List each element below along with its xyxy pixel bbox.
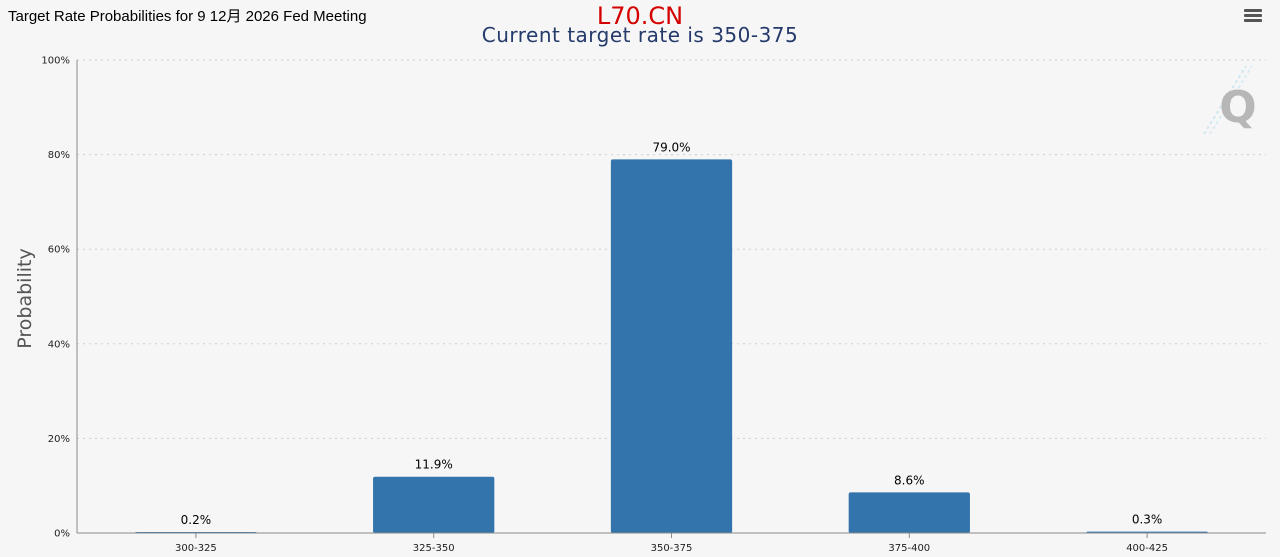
x-tick-label: 300-325 [175,543,217,554]
menu-line [1244,14,1262,17]
y-tick-label: 0% [54,529,70,540]
watermark-text: L70.CN [596,2,684,30]
data-label: 8.6% [894,473,925,487]
data-label: 11.9% [415,458,453,472]
x-tick-label: 375-400 [888,543,930,554]
y-tick-label: 40% [48,339,70,350]
menu-line [1244,19,1262,22]
y-tick-label: 20% [48,434,70,445]
y-axis-label: Probability [14,248,36,348]
bar-350-375[interactable] [610,159,733,533]
menu-line [1244,9,1262,12]
data-label: 0.2% [181,513,212,527]
data-label: 0.3% [1132,513,1163,527]
y-tick-label: 60% [48,245,70,256]
bar-325-350[interactable] [373,476,495,533]
axes: 0% 20% 40% 60% 80% 100% 300-325 325-350 350-375 3… [41,56,1266,554]
y-tick-label: 80% [48,150,70,161]
q-logo-icon: Q [1203,65,1257,135]
hamburger-menu-icon[interactable] [1244,9,1262,25]
bars: 0.2% 11.9% 79.0% 8.6% 0.3% [135,140,1208,533]
bar-375-400[interactable] [848,492,970,533]
x-tick-label: 350-375 [651,543,693,554]
logo-letter: Q [1219,82,1256,133]
chart-subtitle: Current target rate is 350-375 [481,23,799,47]
y-tick-label: 100% [41,56,70,67]
x-tick-label: 400-425 [1126,543,1168,554]
page-title: Target Rate Probabilities for 9 12月 2026… [8,8,367,25]
data-label: 79.0% [652,140,690,154]
x-tick-label: 325-350 [413,543,455,554]
